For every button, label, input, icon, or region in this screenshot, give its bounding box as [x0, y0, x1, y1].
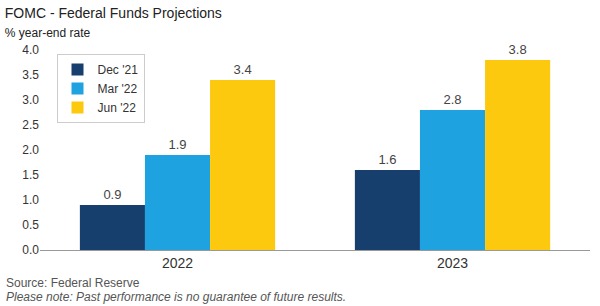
svg-text:0.0: 0.0: [22, 243, 39, 257]
svg-text:0.5: 0.5: [22, 218, 39, 232]
svg-text:1.5: 1.5: [22, 168, 39, 182]
svg-text:1.9: 1.9: [168, 137, 186, 152]
svg-text:3.4: 3.4: [234, 62, 252, 77]
svg-text:Jun '22: Jun '22: [98, 101, 137, 115]
svg-text:2.0: 2.0: [22, 143, 39, 157]
svg-text:Please note: Past performance: Please note: Past performance is no guar…: [6, 290, 346, 304]
svg-text:0.9: 0.9: [103, 187, 121, 202]
svg-text:1.6: 1.6: [378, 152, 396, 167]
svg-text:FOMC - Federal Funds Projectio: FOMC - Federal Funds Projections% year-e…: [5, 5, 222, 39]
svg-text:2.5: 2.5: [22, 118, 39, 132]
svg-text:Mar '22: Mar '22: [98, 82, 138, 96]
svg-text:Dec '21: Dec '21: [98, 63, 139, 77]
svg-text:3.5: 3.5: [22, 68, 39, 82]
svg-text:2.8: 2.8: [443, 92, 461, 107]
svg-text:Source: Federal Reserve: Source: Federal Reserve: [6, 276, 140, 290]
svg-text:3.8: 3.8: [509, 42, 527, 57]
svg-text:1.0: 1.0: [22, 193, 39, 207]
svg-text:4.0: 4.0: [22, 43, 39, 57]
svg-text:2023: 2023: [437, 255, 468, 271]
svg-text:2022: 2022: [162, 255, 193, 271]
svg-text:3.0: 3.0: [22, 93, 39, 107]
